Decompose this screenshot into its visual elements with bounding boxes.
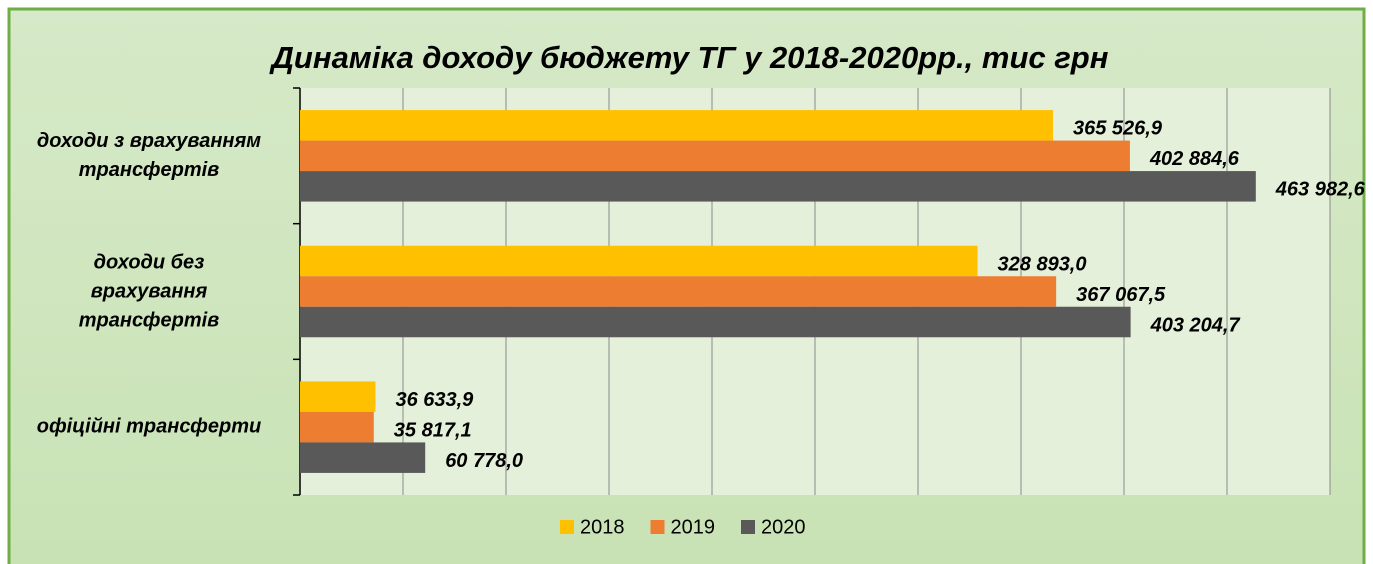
y-tick-label: офіційні трансферти <box>36 415 262 438</box>
legend-label: 2019 <box>671 516 716 538</box>
y-tick-label: доходи без врахування трансфертів <box>78 251 220 331</box>
data-label: 463 982,6 <box>1275 179 1366 201</box>
data-label: 367 067,5 <box>1076 284 1166 306</box>
data-label: 365 526,9 <box>1073 118 1163 140</box>
legend-swatch <box>650 520 665 534</box>
data-label: 35 817,1 <box>394 419 472 441</box>
data-label: 328 893,0 <box>998 253 1087 275</box>
bar <box>300 245 978 277</box>
data-label: 36 633,9 <box>395 389 474 411</box>
bar <box>300 110 1053 141</box>
legend-label: 2018 <box>580 516 625 538</box>
legend-swatch <box>560 520 574 534</box>
y-tick-label: доходи з врахуванням трансфертів <box>36 129 262 181</box>
data-label: 60 778,0 <box>445 450 523 472</box>
bar <box>300 411 374 443</box>
data-label: 402 884,6 <box>1149 148 1240 170</box>
bar <box>300 306 1131 338</box>
bar <box>300 140 1130 172</box>
data-label: 403 204,7 <box>1150 314 1241 336</box>
bar <box>300 381 376 412</box>
legend-label: 2020 <box>761 516 806 538</box>
bar <box>300 171 1256 202</box>
bar <box>300 276 1057 307</box>
bar <box>300 442 426 473</box>
legend-swatch <box>741 520 755 534</box>
chart-title: Динаміка доходу бюджету ТГ у 2018-2020рр… <box>269 40 1109 75</box>
